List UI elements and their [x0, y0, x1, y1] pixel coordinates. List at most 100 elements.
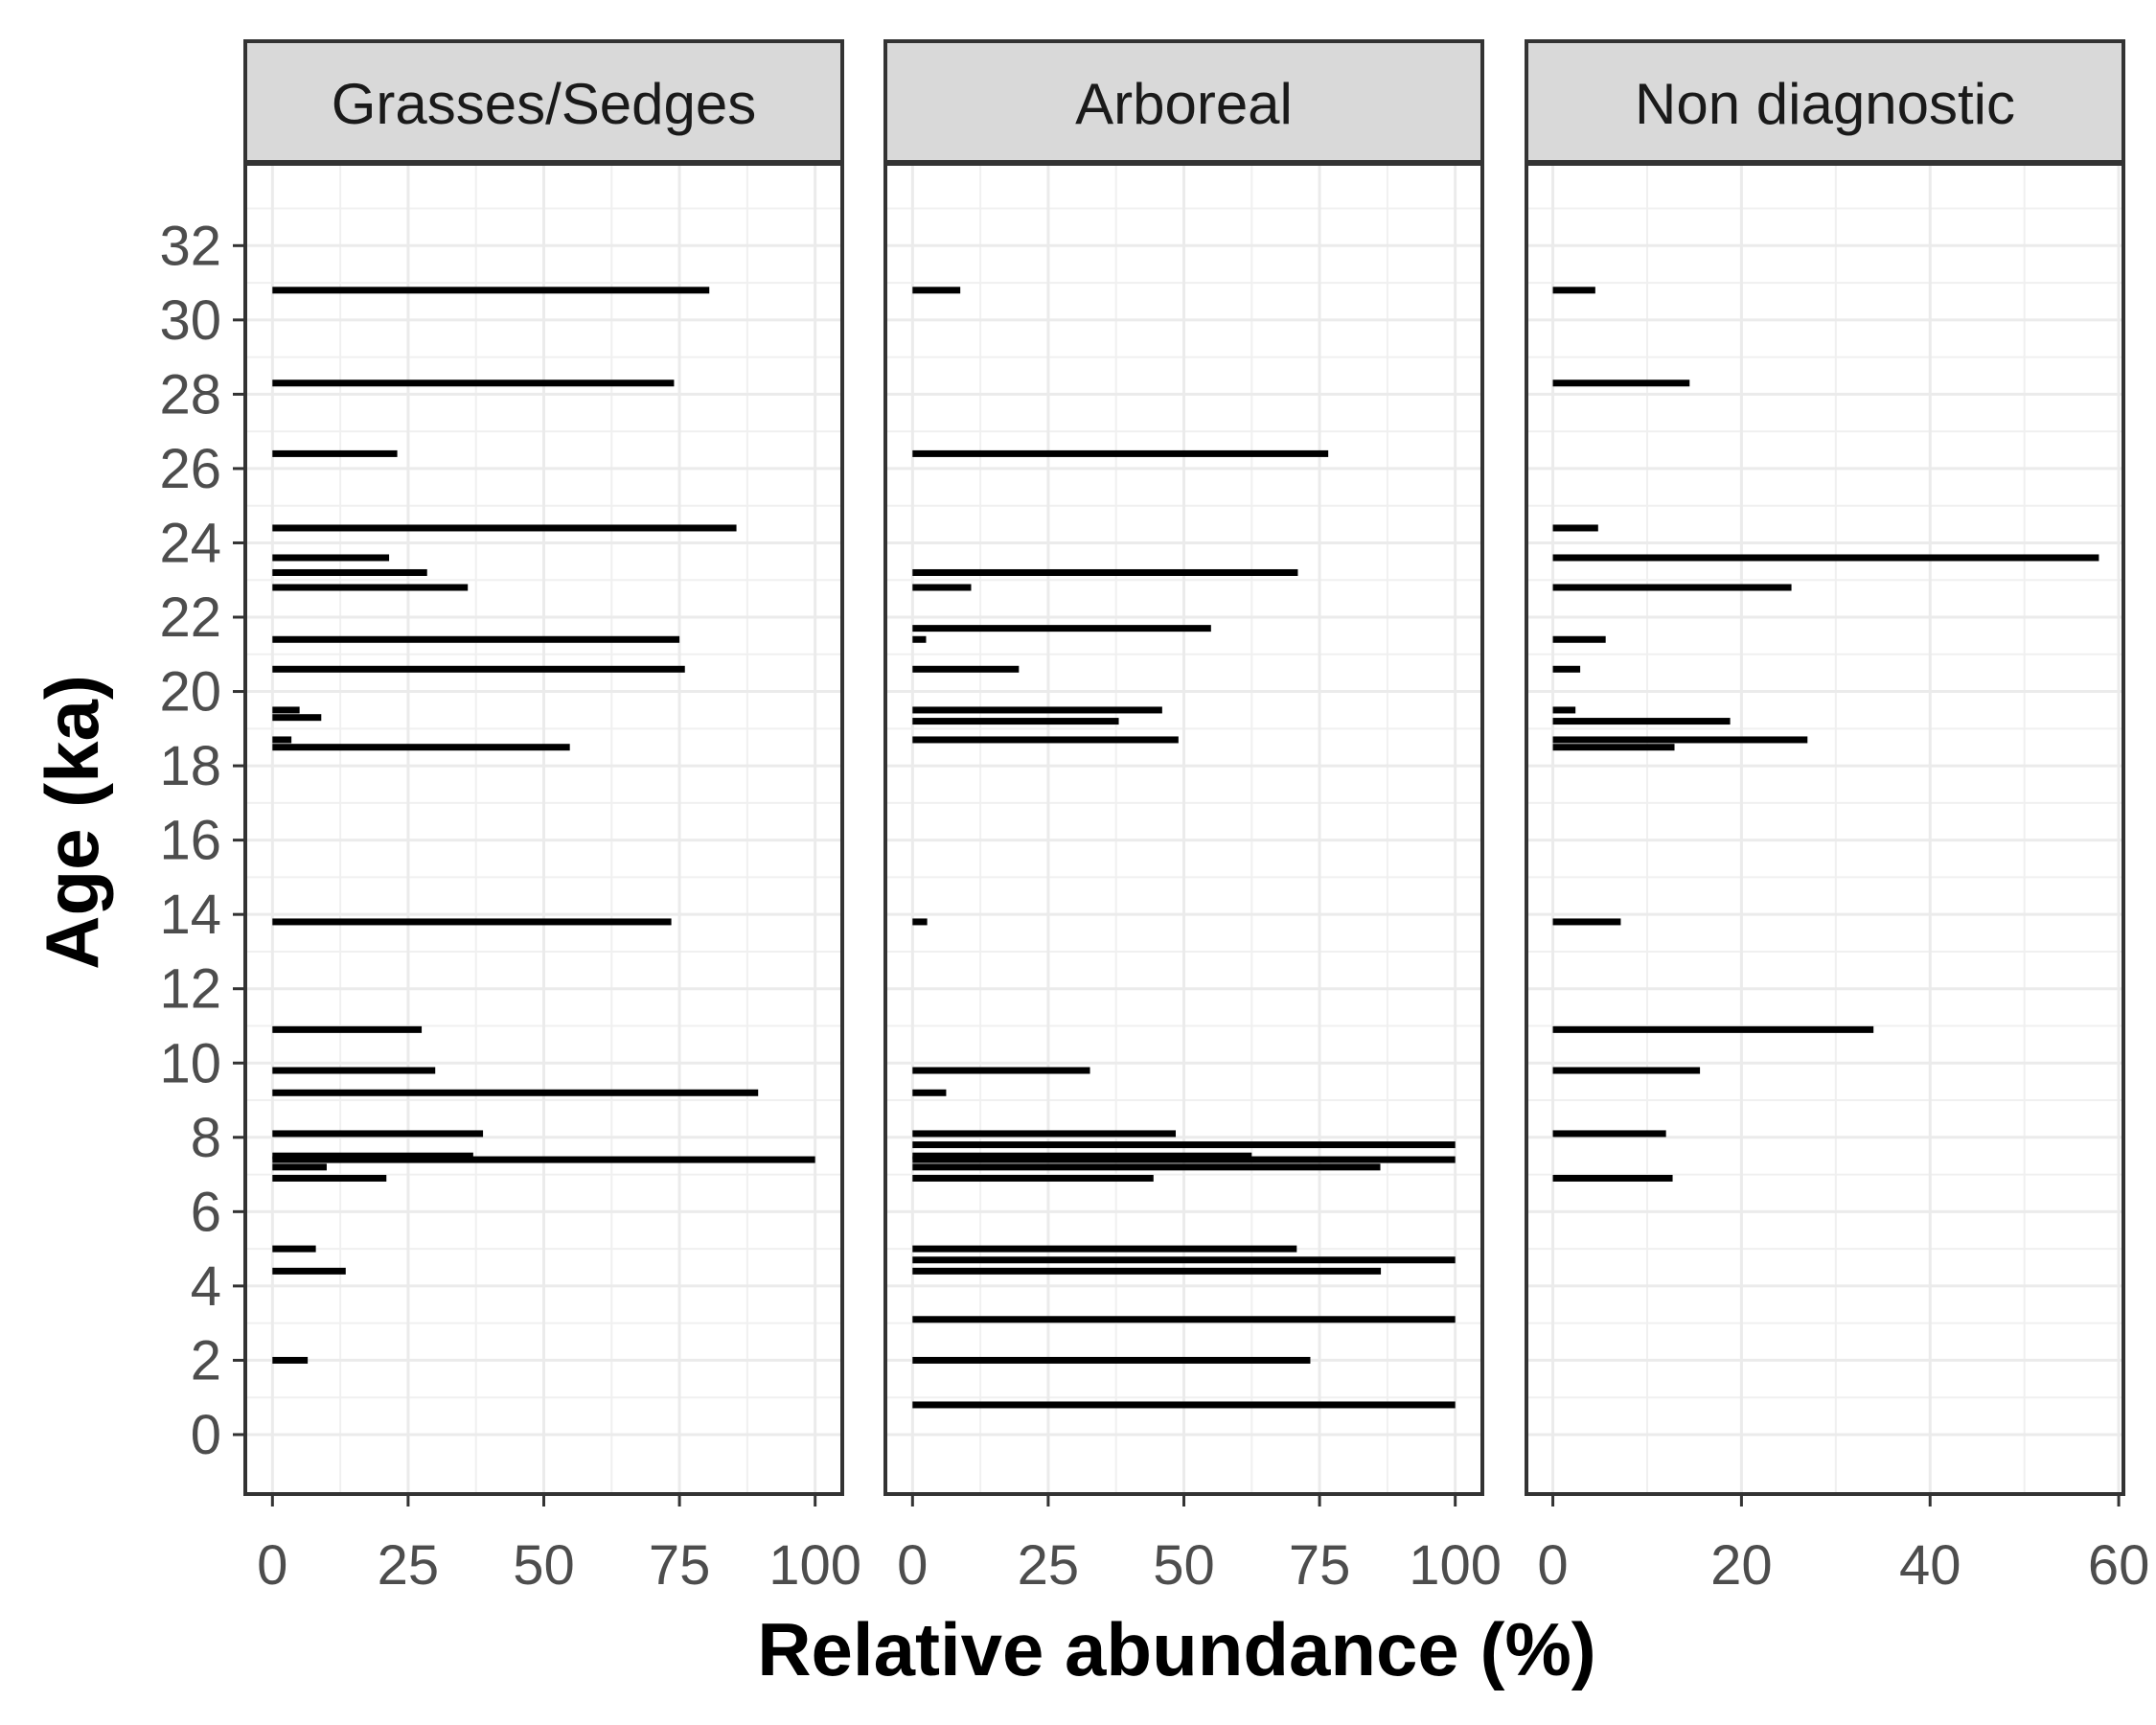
abundance-bar — [912, 1267, 1382, 1275]
y-tick-label: 6 — [191, 1181, 221, 1243]
abundance-bar — [1552, 1025, 1874, 1033]
x-tick-label: 60 — [2088, 1534, 2150, 1597]
abundance-bar — [1552, 554, 2099, 562]
y-tick-label: 14 — [159, 884, 221, 946]
abundance-bar — [1552, 380, 1690, 387]
x-axis-title: Relative abundance (%) — [757, 1607, 1596, 1691]
abundance-bar — [912, 1256, 1456, 1264]
abundance-bar — [912, 1067, 1090, 1074]
abundance-bar — [912, 736, 1179, 744]
x-tick-label: 25 — [1018, 1534, 1080, 1597]
abundance-bar — [912, 449, 1329, 457]
y-tick-label: 18 — [159, 735, 221, 797]
abundance-bar — [1552, 635, 1606, 643]
y-tick-label: 26 — [159, 438, 221, 500]
abundance-bar — [1552, 1130, 1666, 1138]
y-tick-label: 30 — [159, 289, 221, 352]
abundance-bar — [272, 524, 737, 532]
facet-strip — [243, 39, 844, 164]
abundance-bar — [272, 918, 672, 926]
x-tick-label: 100 — [1409, 1534, 1502, 1597]
facet-panel: Grasses/Sedges 0 25 50 75 100 — [243, 39, 861, 1597]
facet-strip-label: Arboreal — [1075, 72, 1293, 136]
abundance-bar — [1552, 706, 1576, 714]
abundance-bar — [912, 1089, 947, 1096]
abundance-bar — [912, 584, 972, 591]
facet-panel: Arboreal 0 25 50 75 100 — [883, 39, 1502, 1597]
abundance-bar — [912, 1156, 1456, 1163]
abundance-bar — [272, 1174, 387, 1182]
y-tick-label: 8 — [191, 1107, 221, 1169]
abundance-bar — [912, 1141, 1456, 1149]
abundance-bar — [272, 584, 469, 591]
abundance-bar — [912, 1316, 1456, 1323]
abundance-bar — [272, 1163, 327, 1171]
y-tick-label: 16 — [159, 810, 221, 872]
y-tick-label: 4 — [191, 1255, 221, 1318]
facet-strip — [1525, 39, 2125, 164]
abundance-bar — [272, 554, 390, 562]
x-tick-label: 25 — [378, 1534, 440, 1597]
panel-background — [1526, 164, 2123, 1494]
abundance-bar — [1552, 736, 1808, 744]
abundance-bar — [272, 1267, 346, 1275]
x-tick-label: 50 — [513, 1534, 575, 1597]
abundance-bar — [272, 706, 300, 714]
abundance-bar — [272, 714, 322, 722]
y-tick-label: 2 — [191, 1329, 221, 1392]
abundance-bar — [912, 918, 928, 926]
abundance-bar — [272, 380, 675, 387]
abundance-bar — [1552, 1067, 1701, 1074]
x-tick-label: 40 — [1899, 1534, 1961, 1597]
abundance-bar — [1552, 744, 1675, 751]
abundance-bar — [1552, 524, 1598, 532]
abundance-bar — [912, 635, 927, 643]
facet-strip-label: Grasses/Sedges — [332, 72, 757, 136]
abundance-bar — [912, 706, 1162, 714]
y-tick-label: 0 — [191, 1404, 221, 1466]
facet-panels: Grasses/Sedges 0 25 50 75 100 Arboreal 0 25 50 75 1… — [243, 39, 2150, 1597]
facet-strip-label: Non diagnostic — [1635, 72, 2015, 136]
x-tick-label: 75 — [649, 1534, 711, 1597]
x-tick-label: 0 — [257, 1534, 287, 1597]
panel-border — [1525, 162, 2125, 1496]
y-axis-title: Age (ka) — [30, 675, 114, 970]
abundance-bar — [272, 1067, 436, 1074]
x-tick-label: 75 — [1289, 1534, 1351, 1597]
y-tick-label: 10 — [159, 1032, 221, 1094]
y-tick-label: 22 — [159, 586, 221, 649]
abundance-bar — [1552, 665, 1581, 673]
abundance-bar — [272, 744, 570, 751]
abundance-bar — [272, 1356, 309, 1364]
abundance-bar — [1552, 1174, 1673, 1182]
abundance-bar — [912, 1163, 1381, 1171]
abundance-bar — [272, 449, 398, 457]
abundance-bar — [272, 1025, 423, 1033]
abundance-bar — [272, 1245, 316, 1253]
abundance-bar — [912, 1401, 1456, 1409]
abundance-bar — [272, 635, 680, 643]
y-tick-label: 32 — [159, 215, 221, 277]
y-tick-label: 28 — [159, 363, 221, 426]
abundance-bar — [912, 718, 1119, 725]
y-tick-label: 24 — [159, 512, 221, 574]
abundance-bar — [272, 1089, 759, 1096]
y-tick-label: 12 — [159, 958, 221, 1021]
abundance-bar — [912, 1152, 1252, 1160]
abundance-bar — [272, 1130, 484, 1138]
x-tick-label: 0 — [1537, 1534, 1568, 1597]
abundance-bar — [1552, 918, 1621, 926]
abundance-bar — [272, 568, 427, 576]
x-tick-label: 50 — [1153, 1534, 1215, 1597]
y-tick-label: 20 — [159, 661, 221, 724]
abundance-bar — [912, 1356, 1311, 1364]
facet-panel: Non diagnostic 0 20 40 60 — [1525, 39, 2150, 1597]
x-tick-label: 100 — [768, 1534, 861, 1597]
abundance-bar — [912, 1174, 1154, 1182]
abundance-bar — [272, 1156, 815, 1163]
abundance-bar — [912, 1130, 1177, 1138]
abundance-bar — [272, 287, 710, 294]
abundance-bar — [272, 1152, 473, 1160]
